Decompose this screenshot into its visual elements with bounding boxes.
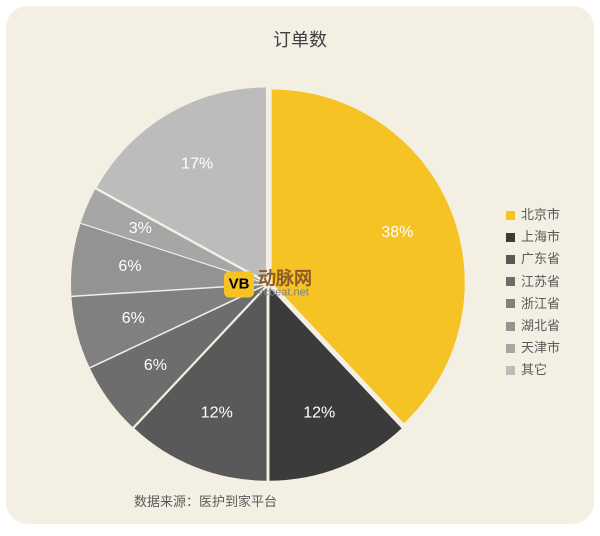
legend-swatch bbox=[506, 344, 515, 353]
legend: 北京市上海市广东省江苏省浙江省湖北省天津市其它 bbox=[506, 206, 560, 384]
pie-chart: 38%12%12%6%6%6%3%17% VB 动脉网 vcbeat.net bbox=[69, 85, 467, 483]
legend-label: 上海市 bbox=[521, 228, 560, 246]
legend-item: 其它 bbox=[506, 361, 560, 379]
legend-item: 上海市 bbox=[506, 228, 560, 246]
legend-swatch bbox=[506, 233, 515, 242]
legend-item: 北京市 bbox=[506, 206, 560, 224]
legend-item: 天津市 bbox=[506, 339, 560, 357]
legend-swatch bbox=[506, 366, 515, 375]
pie-slice-label: 6% bbox=[122, 310, 145, 327]
legend-label: 其它 bbox=[521, 361, 547, 379]
pie-slice-label: 6% bbox=[118, 258, 141, 275]
legend-label: 北京市 bbox=[521, 206, 560, 224]
legend-swatch bbox=[506, 299, 515, 308]
pie-slice-label: 12% bbox=[201, 405, 233, 422]
legend-swatch bbox=[506, 277, 515, 286]
legend-swatch bbox=[506, 255, 515, 264]
chart-title: 订单数 bbox=[6, 26, 594, 52]
legend-item: 广东省 bbox=[506, 250, 560, 268]
legend-label: 广东省 bbox=[521, 250, 560, 268]
pie-slice-label: 17% bbox=[181, 155, 213, 172]
legend-label: 江苏省 bbox=[521, 273, 560, 291]
legend-label: 天津市 bbox=[521, 339, 560, 357]
pie-slice-label: 6% bbox=[144, 357, 167, 374]
legend-swatch bbox=[506, 322, 515, 331]
pie-slice-label: 38% bbox=[381, 224, 413, 241]
legend-label: 湖北省 bbox=[521, 317, 560, 335]
legend-swatch bbox=[506, 211, 515, 220]
legend-item: 浙江省 bbox=[506, 295, 560, 313]
chart-card: 订单数 38%12%12%6%6%6%3%17% VB 动脉网 vcbeat.n… bbox=[6, 6, 594, 524]
pie-svg: 38% 12% 12% 6% 6% 6% 3% 17% bbox=[69, 85, 467, 483]
legend-item: 江苏省 bbox=[506, 273, 560, 291]
pie-slice-label: 12% bbox=[303, 405, 335, 422]
legend-item: 湖北省 bbox=[506, 317, 560, 335]
legend-label: 浙江省 bbox=[521, 295, 560, 313]
pie-slice-label: 3% bbox=[129, 220, 152, 237]
data-source: 数据来源：医护到家平台 bbox=[134, 491, 277, 510]
